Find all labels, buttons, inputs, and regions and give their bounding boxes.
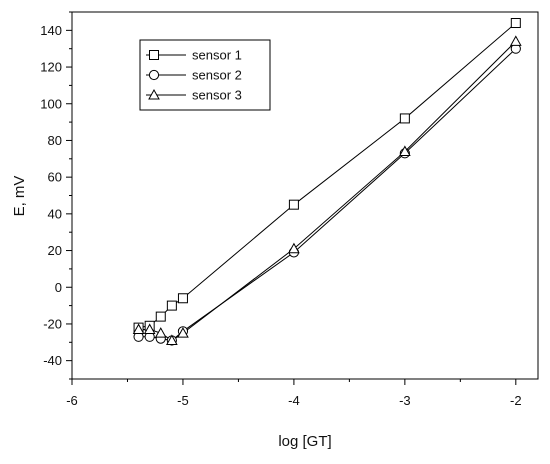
legend-marker	[149, 50, 159, 60]
data-point-sensor-3	[166, 334, 178, 345]
legend-label: sensor 3	[192, 88, 242, 103]
data-point-sensor-1	[288, 199, 299, 210]
data-point-sensor-3	[288, 242, 300, 254]
y-tick-label: 120	[40, 60, 62, 75]
x-tick-label: -3	[399, 393, 411, 408]
data-point-sensor-3	[509, 35, 522, 46]
x-axis: -6 -5 -4 -3 -2	[66, 379, 522, 408]
y-axis: -40 -20 0 20 40 60 80 100 120 140	[40, 11, 72, 380]
y-tick-label: 80	[48, 133, 62, 148]
legend-label: sensor 2	[192, 68, 242, 83]
data-point-sensor-1	[166, 300, 177, 311]
series-layer	[132, 18, 522, 346]
legend: sensor 1 sensor 2 sensor 3	[139, 39, 271, 111]
legend-label: sensor 1	[192, 48, 242, 63]
y-tick-label: -40	[43, 353, 62, 368]
data-point-sensor-1	[155, 311, 166, 322]
y-axis-label: E, mV	[11, 176, 28, 217]
data-point-sensor-3	[177, 327, 189, 338]
data-point-sensor-1	[177, 293, 188, 304]
y-tick-label: 0	[55, 280, 62, 295]
x-tick-label: -2	[510, 393, 522, 408]
y-tick-label: 140	[40, 23, 62, 38]
y-tick-label: 40	[48, 206, 62, 221]
y-tick-label: 100	[40, 96, 62, 111]
data-point-sensor-3	[132, 323, 145, 334]
x-axis-label: log [GT]	[278, 433, 331, 450]
y-tick-label: 20	[48, 243, 62, 258]
data-point-sensor-3	[399, 145, 411, 156]
x-tick-label: -6	[66, 393, 78, 408]
y-tick-label: -20	[43, 316, 62, 331]
x-tick-label: -5	[177, 393, 189, 408]
data-point-sensor-1	[510, 18, 521, 29]
x-tick-label: -4	[288, 393, 300, 408]
data-point-sensor-3	[154, 327, 167, 338]
legend-marker	[148, 88, 160, 100]
legend-marker	[148, 69, 160, 81]
data-point-sensor-3	[143, 323, 156, 334]
y-tick-label: 60	[48, 170, 62, 185]
data-point-sensor-1	[399, 113, 410, 124]
